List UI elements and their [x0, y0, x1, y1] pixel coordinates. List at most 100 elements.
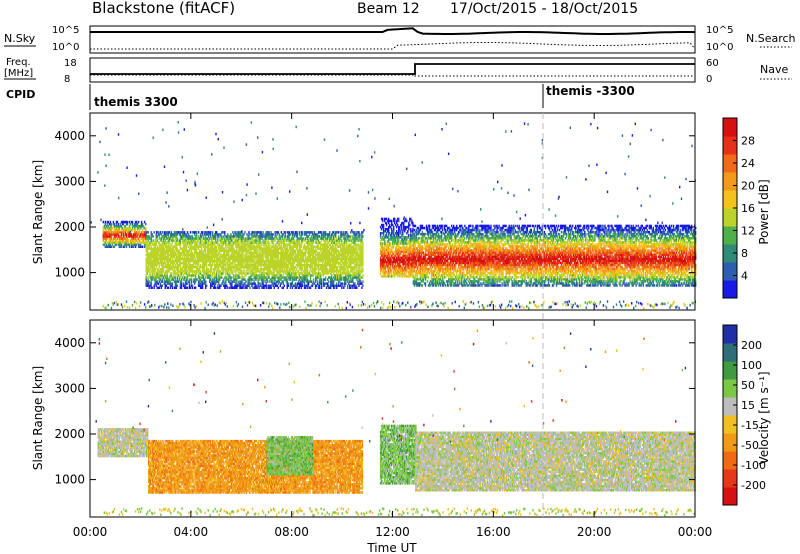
power-cell	[269, 270, 271, 273]
power-cell	[205, 270, 207, 273]
power-cell	[149, 268, 151, 271]
power-cell	[174, 243, 177, 246]
power-cell	[138, 229, 141, 232]
power-cell	[171, 268, 174, 271]
power-cell	[250, 276, 252, 279]
power-cell	[190, 241, 193, 244]
power-cell	[205, 276, 207, 279]
power-cell	[248, 276, 250, 279]
power-cell	[262, 286, 264, 289]
power-cell	[264, 261, 266, 265]
power-cell	[272, 245, 274, 248]
power-cell	[248, 263, 250, 267]
power-cell	[128, 233, 131, 236]
power-cell	[177, 280, 180, 283]
power-cell	[106, 231, 108, 234]
power-cell	[215, 251, 217, 255]
power-cell	[216, 261, 218, 265]
power-cell	[131, 245, 134, 248]
power-cell	[227, 251, 229, 255]
power-cell	[219, 278, 221, 281]
power-cell	[163, 237, 165, 240]
power-cell	[201, 233, 204, 236]
power-cell	[190, 239, 193, 242]
power-cell	[237, 255, 239, 259]
power-cell	[206, 237, 208, 240]
power-cell	[218, 282, 220, 285]
power-cell	[114, 241, 117, 244]
power-cell	[243, 241, 245, 244]
power-cell	[110, 225, 113, 228]
power-cell	[200, 249, 203, 253]
power-cell	[156, 237, 158, 240]
power-cell	[237, 270, 239, 273]
power-cell	[154, 257, 156, 261]
power-cell	[210, 251, 212, 255]
power-cell	[256, 233, 258, 236]
power-cell	[119, 231, 122, 234]
power-cell	[159, 282, 161, 285]
power-cell	[251, 284, 253, 287]
power-cell	[115, 235, 118, 238]
power-cell	[171, 261, 174, 265]
power-cell	[265, 255, 267, 259]
power-cell	[145, 259, 147, 263]
power-cell	[195, 231, 198, 234]
power-cell	[148, 245, 150, 248]
power-cell	[217, 284, 219, 287]
power-cell	[147, 278, 149, 281]
power-cell	[258, 245, 260, 248]
power-cell	[155, 280, 157, 283]
power-cell	[129, 233, 132, 236]
power-cell	[180, 286, 183, 289]
power-cell	[183, 276, 186, 279]
power-cell	[182, 237, 185, 240]
power-cell	[186, 249, 189, 253]
power-cell	[244, 263, 246, 267]
power-cell	[260, 243, 262, 246]
power-cell	[181, 257, 184, 261]
power-cell	[243, 278, 245, 281]
power-cell	[147, 245, 149, 248]
power-cell	[184, 247, 187, 250]
power-cell	[266, 272, 268, 275]
power-cell	[205, 280, 207, 283]
power-cell	[223, 268, 225, 271]
power-cell	[248, 247, 250, 250]
power-cell	[238, 231, 240, 234]
power-cell	[203, 237, 206, 240]
power-cell	[211, 237, 213, 240]
power-cell	[138, 227, 141, 230]
power-cell	[184, 235, 187, 238]
power-cell	[161, 261, 163, 265]
power-cell	[262, 255, 264, 259]
power-cell	[234, 280, 236, 283]
power-cell	[211, 282, 213, 285]
power-cell	[266, 259, 268, 263]
power-cell	[258, 257, 260, 261]
power-cell	[275, 249, 277, 253]
power-cell	[169, 249, 172, 253]
power-cell	[219, 243, 221, 246]
power-cell	[206, 266, 208, 269]
power-cell	[227, 243, 229, 246]
power-cell	[228, 274, 230, 277]
power-cell	[274, 274, 276, 277]
power-cell	[254, 231, 256, 234]
power-cell	[248, 259, 250, 263]
power-cell	[219, 257, 221, 261]
power-cell	[212, 243, 214, 246]
power-cell	[151, 263, 153, 267]
power-cell	[223, 243, 225, 246]
power-cell	[138, 243, 141, 246]
power-cell	[249, 257, 251, 261]
power-cell	[268, 233, 270, 236]
power-cell	[255, 255, 257, 259]
power-cell	[268, 237, 270, 240]
power-cell	[211, 259, 213, 263]
power-cell	[217, 233, 219, 236]
power-cell	[256, 237, 258, 240]
power-cell	[215, 268, 217, 271]
power-cell	[212, 259, 214, 263]
power-cell	[241, 241, 243, 244]
